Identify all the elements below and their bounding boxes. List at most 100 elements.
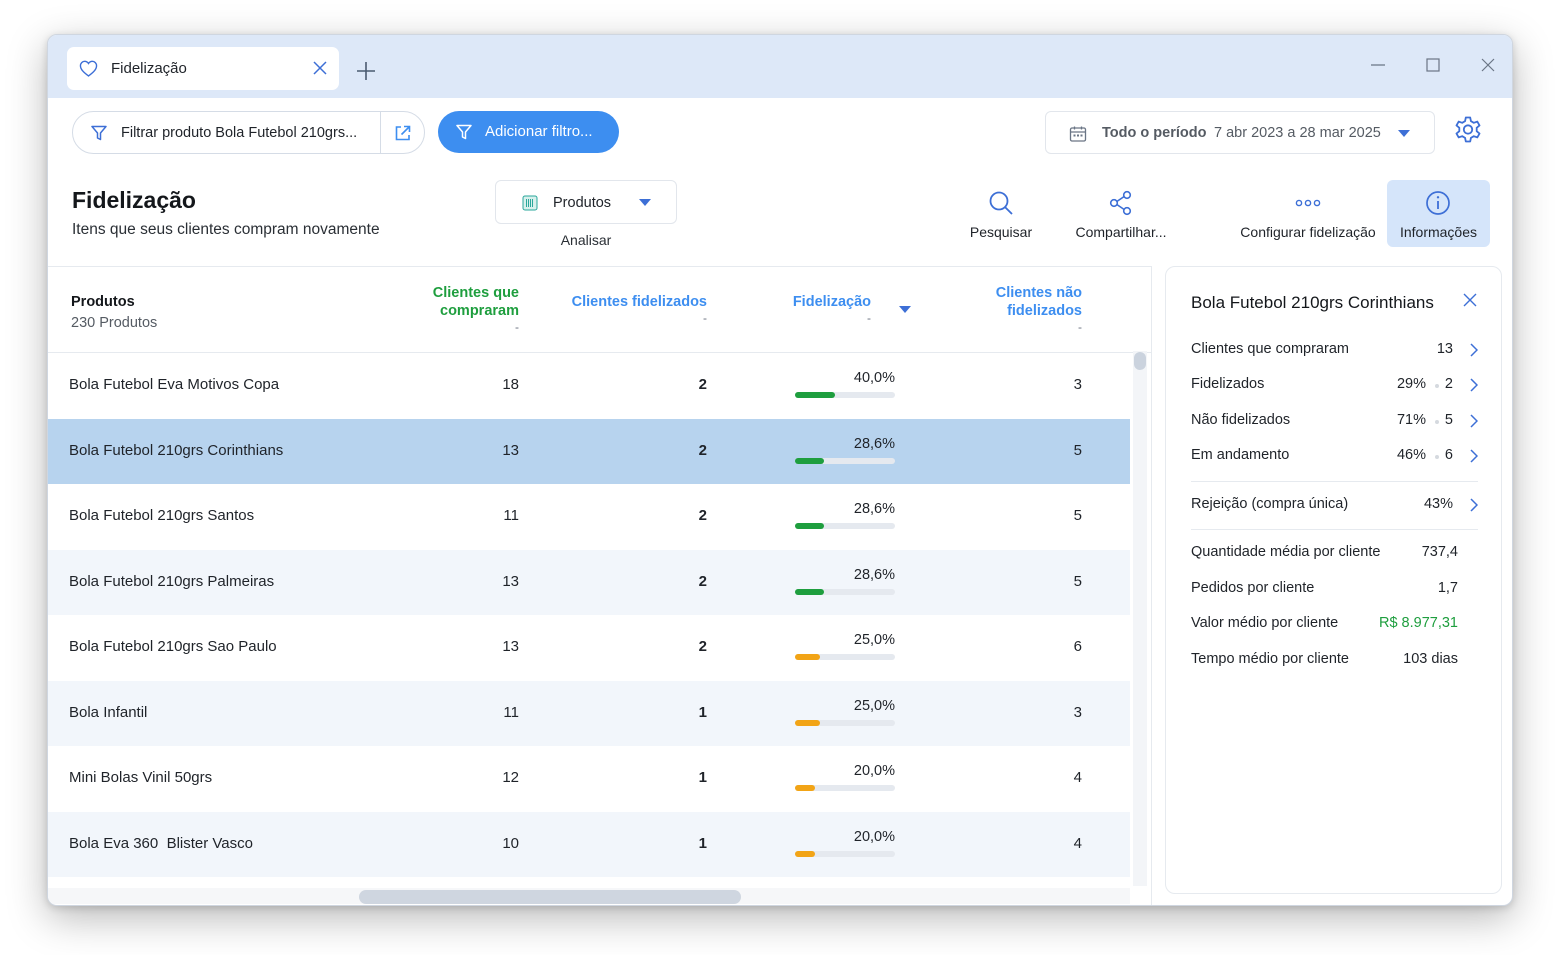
scroll-thumb[interactable] — [1134, 352, 1146, 370]
not-loyal-cell: 4 — [1073, 769, 1082, 786]
buyers-cell: 10 — [502, 834, 519, 852]
vertical-scrollbar[interactable] — [1133, 351, 1147, 886]
col-header-loyal[interactable]: Clientes fidelizados — [571, 294, 707, 310]
tab-fidelizacao[interactable]: Fidelização — [67, 47, 339, 90]
divider — [1191, 529, 1478, 530]
panel-row-loyal[interactable]: Fidelizados 29% 2 — [1191, 374, 1478, 396]
panel-row-not-loyal[interactable]: Não fidelizados 71% 5 — [1191, 410, 1478, 432]
window-close-icon[interactable] — [1480, 57, 1496, 73]
table-row[interactable]: Bola Futebol 210grs Palmeiras 13 2 28,6% 5 — [48, 549, 1130, 615]
col-sub-loyalty: - — [867, 311, 871, 325]
plus-icon[interactable] — [355, 60, 377, 82]
loyal-pct: 29% — [1396, 376, 1426, 392]
loyalty-bar — [795, 719, 895, 726]
loyalty-bar — [795, 457, 895, 464]
loyal-cell: 2 — [698, 441, 707, 459]
not-loyal-value: 5 — [1444, 412, 1453, 428]
caret-down-icon — [639, 199, 651, 206]
share-button[interactable]: Compartilhar... — [1071, 180, 1171, 247]
loyalty-bar-fill — [795, 457, 824, 464]
period-selector[interactable]: Todo o período 7 abr 2023 a 28 mar 2025 — [1045, 111, 1435, 154]
table-row[interactable]: Bola Futebol 210grs Santos 11 2 28,6% 5 — [48, 484, 1130, 549]
table-row[interactable]: Bola Eva 360 Blister Vasco 10 1 20,0% 4 — [48, 811, 1130, 877]
product-name: Bola Eva 360 Blister Vasco — [69, 834, 253, 852]
filter-icon — [456, 124, 472, 140]
share-icon — [1109, 190, 1132, 216]
col-header-buyers[interactable]: Clientes que compraram — [408, 284, 519, 320]
title-bar: Fidelização — [48, 35, 1512, 98]
add-filter-label: Adicionar filtro... — [485, 123, 593, 140]
buyers-cell: 12 — [502, 769, 519, 786]
horizontal-scrollbar[interactable] — [48, 888, 1130, 904]
col-header-products[interactable]: Produtos — [71, 294, 135, 310]
configure-loyalty-button[interactable]: Configurar fidelização — [1238, 180, 1378, 247]
loyal-cell: 2 — [698, 572, 707, 590]
products-count: 230 Produtos — [71, 315, 158, 331]
not-loyal-cell: 3 — [1073, 376, 1082, 393]
rejection-label: Rejeição (compra única) — [1191, 496, 1349, 512]
avg-time-value: 103 dias — [1403, 651, 1458, 667]
loyalty-bar-fill — [795, 654, 820, 660]
loyal-cell: 2 — [698, 376, 707, 393]
filter-label: Filtrar produto Bola Futebol 210grs... — [121, 125, 358, 141]
scroll-thumb[interactable] — [359, 890, 741, 904]
maximize-icon[interactable] — [1425, 57, 1441, 73]
table-row[interactable]: Bola Futebol 210grs Sao Paulo 13 2 25,0% 6 — [48, 615, 1130, 680]
add-filter-button[interactable]: Adicionar filtro... — [438, 111, 619, 153]
external-link-icon[interactable] — [393, 124, 412, 143]
avg-qty-value: 737,4 — [1421, 544, 1458, 560]
table-row[interactable]: Mini Bolas Vinil 50grs 12 1 20,0% 4 — [48, 746, 1130, 811]
loyal-cell: 1 — [698, 834, 707, 852]
analyze-dropdown[interactable]: Produtos — [495, 180, 677, 224]
close-icon[interactable] — [313, 61, 327, 75]
product-filter-pill[interactable]: Filtrar produto Bola Futebol 210grs... — [72, 111, 425, 154]
product-name: Bola Infantil — [69, 703, 148, 721]
loyalty-bar — [795, 654, 895, 660]
buyers-cell: 11 — [503, 703, 519, 721]
table-row[interactable]: Bola Futebol 210grs Corinthians 13 2 28,6% 5 — [48, 418, 1130, 484]
not-loyal-cell: 4 — [1073, 834, 1082, 852]
search-button[interactable]: Pesquisar — [954, 180, 1048, 247]
col-sub-buyers: - — [515, 320, 519, 334]
panel-row-buyers[interactable]: Clientes que compraram 13 — [1191, 339, 1478, 361]
chevron-right-icon — [1470, 343, 1478, 357]
loyal-value: 2 — [1444, 376, 1453, 392]
filter-toolbar: Filtrar produto Bola Futebol 210grs... A… — [48, 98, 1512, 168]
loyalty-bar-fill — [795, 719, 820, 726]
close-icon[interactable] — [1463, 293, 1477, 307]
info-label: Informações — [1399, 224, 1478, 240]
in-progress-value: 6 — [1444, 447, 1453, 463]
table-header: Produtos 230 Produtos Clientes que compr… — [48, 267, 1151, 353]
avg-value-value: R$ 8.977,31 — [1378, 615, 1458, 631]
table-row[interactable]: Bola Infantil 11 1 25,0% 3 — [48, 680, 1130, 746]
not-loyal-cell: 3 — [1073, 703, 1082, 721]
loyalty-bar-fill — [795, 785, 815, 791]
gear-icon[interactable] — [1453, 115, 1483, 145]
loyalty-pct: 25,0% — [853, 697, 895, 714]
loyalty-bar-fill — [795, 392, 835, 398]
orders-value: 1,7 — [1437, 580, 1458, 596]
tab-title: Fidelização — [111, 60, 187, 77]
analyze-label: Analisar — [560, 232, 612, 248]
buyers-cell: 13 — [502, 638, 519, 655]
orders-label: Pedidos por cliente — [1191, 580, 1315, 596]
panel-row-rejection[interactable]: Rejeição (compra única) 43% — [1191, 494, 1478, 516]
period-label: Todo o período — [1102, 125, 1207, 141]
col-header-not-loyal[interactable]: Clientes não fidelizados — [962, 284, 1082, 320]
chevron-right-icon — [1470, 414, 1478, 428]
panel-row-in-progress[interactable]: Em andamento 46% 6 — [1191, 445, 1478, 467]
dot-separator — [1435, 384, 1439, 388]
minimize-icon[interactable] — [1370, 57, 1386, 73]
more-icon — [1295, 199, 1321, 207]
table-row[interactable]: Bola Futebol Eva Motivos Copa 18 2 40,0% 3 — [48, 353, 1130, 418]
loyalty-bar — [795, 392, 895, 398]
panel-row-avg-qty: Quantidade média por cliente 737,4 — [1191, 542, 1478, 564]
filter-icon — [91, 125, 107, 141]
buyers-cell: 13 — [502, 441, 519, 459]
sort-desc-icon[interactable] — [899, 306, 911, 314]
chevron-right-icon — [1470, 498, 1478, 512]
col-header-loyalty[interactable]: Fidelização — [792, 294, 871, 310]
info-button[interactable]: Informações — [1387, 180, 1490, 247]
not-loyal-pct: 71% — [1396, 412, 1426, 428]
panel-row-avg-value: Valor médio por cliente R$ 8.977,31 — [1191, 613, 1478, 635]
